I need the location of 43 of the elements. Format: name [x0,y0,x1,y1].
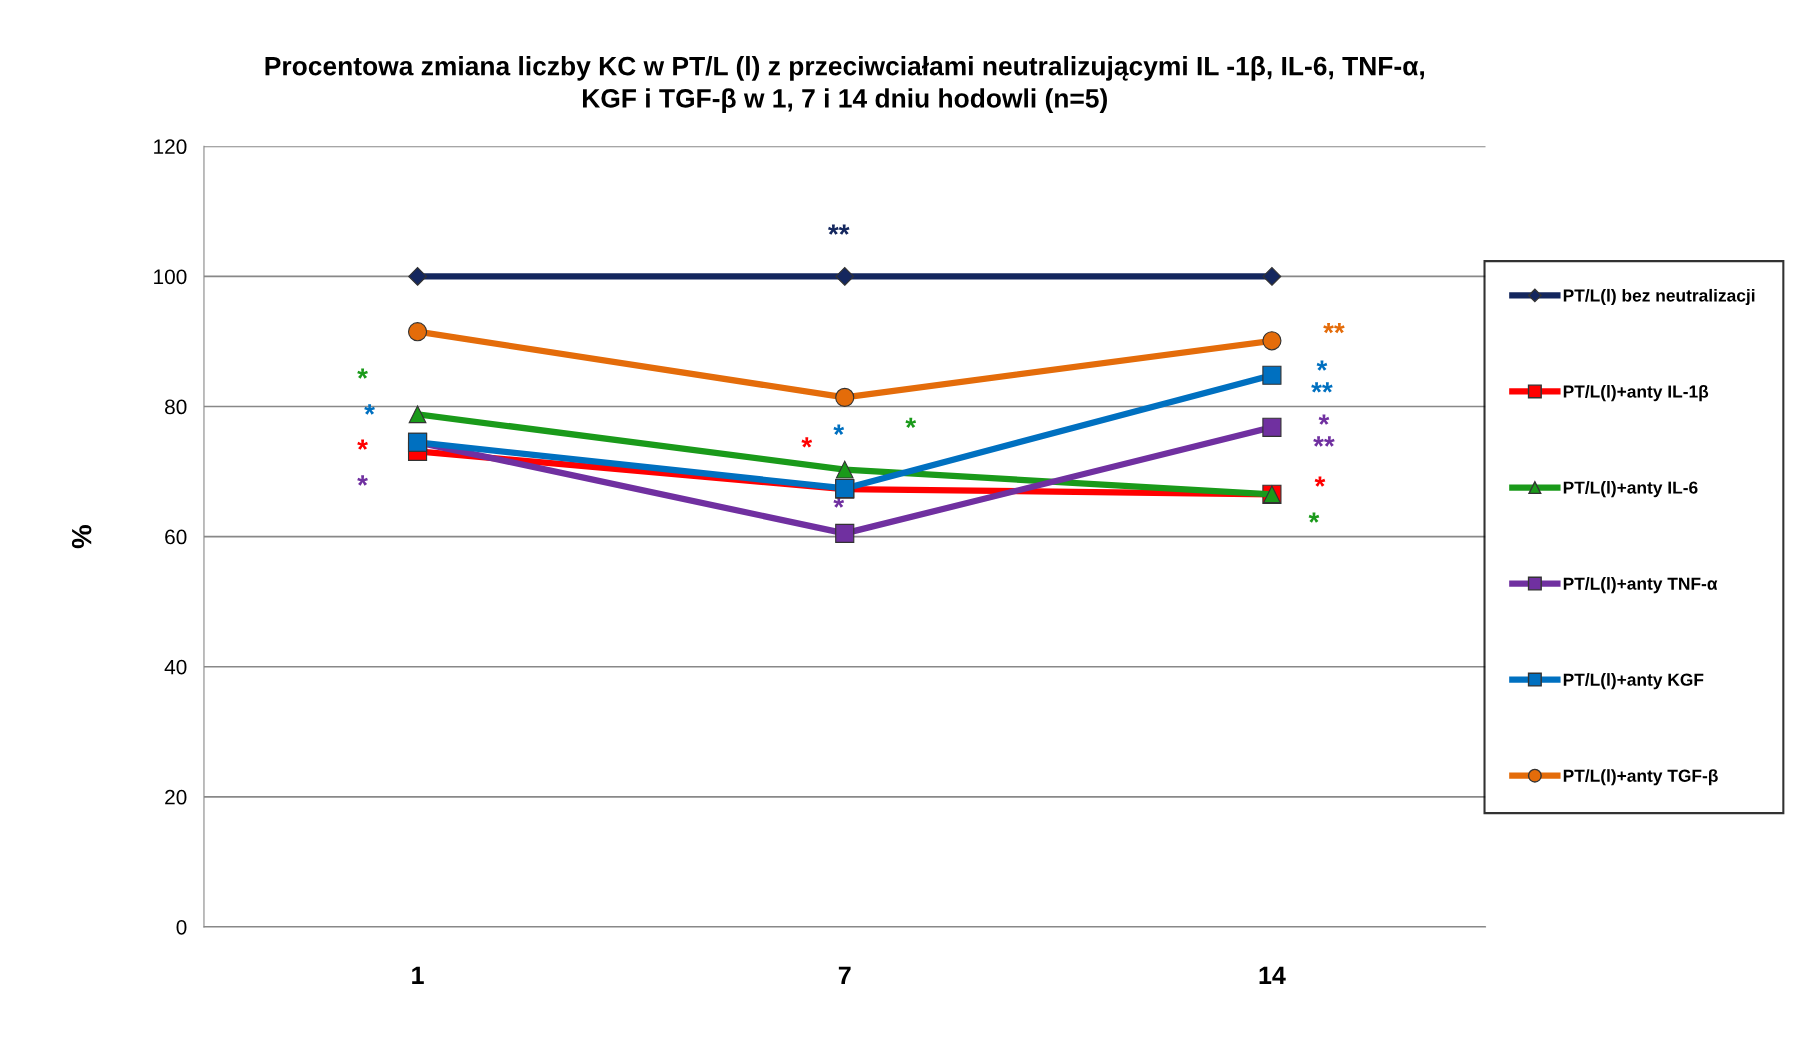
point [835,460,854,479]
point [408,405,427,424]
y-tick-label: 120 [154,139,187,155]
data-label: * [1314,476,1326,487]
legend-label: PT/L(l)+anty IL-6 [1563,481,1698,498]
data-label: * [905,417,917,429]
y-tick-label: 100 [154,269,187,285]
data-label: * [833,424,845,435]
data-label: ** [828,224,850,235]
y-tick-label: 20 [165,789,187,805]
data-label: * [357,368,368,379]
point [1262,417,1282,437]
data-label: * [833,497,845,508]
point [835,387,855,407]
y-axis-title: % [71,524,92,549]
chart-title: Procentowa zmiana liczby KC w PT/L (l) z przeciwciałami neutralizującymi IL -1β, IL-6, TNF-α, KGF i TGF-β w 1, 7 i 14 dniu hodowli (n=5) [265,56,1424,113]
legend-label: PT/L(l)+anty TNF-α [1563,577,1718,594]
data-label: * [364,404,375,415]
data-label: ** [1323,322,1345,334]
data-label: * [1308,512,1320,523]
data-label: * [801,437,813,448]
point [835,523,855,543]
point [407,322,428,342]
y-tick-label: 60 [165,529,187,545]
point [1262,331,1282,351]
data-label: * ** [1311,360,1333,393]
data-label: * [357,475,368,486]
legend-label: PT/L(l)+anty IL-1β [1563,384,1709,402]
x-tick-label: 7 [838,966,851,984]
point [1262,365,1282,385]
point [835,267,855,286]
data-label: * ** [1313,414,1335,447]
x-tick-label: 14 [1259,966,1286,984]
legend-label: PT/L(l) bez neutralizacji [1563,288,1755,306]
point [1262,267,1282,286]
y-tick-label: 0 [176,919,187,935]
x-tick-label: 1 [412,966,424,984]
y-tick-label: 80 [165,399,187,415]
legend-label: PT/L(l)+anty TGF-β [1563,769,1718,786]
point [408,267,427,286]
data-label: * [357,439,368,450]
y-tick-label: 40 [164,659,187,675]
legend-label: PT/L(l)+anty KGF [1563,673,1704,690]
